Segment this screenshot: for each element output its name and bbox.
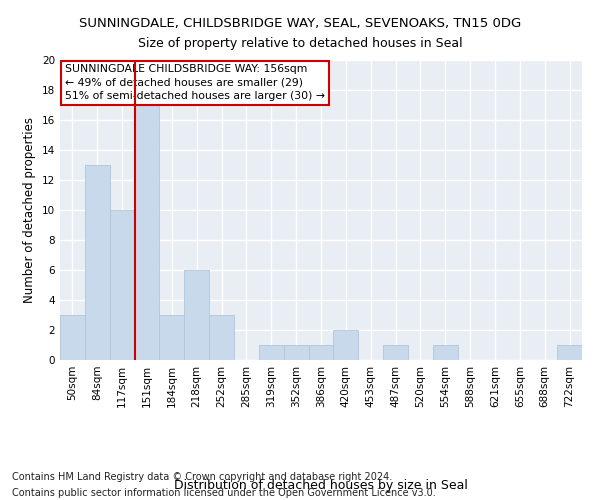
Bar bbox=[308, 345, 334, 360]
Y-axis label: Number of detached properties: Number of detached properties bbox=[23, 117, 37, 303]
Bar bbox=[110, 210, 134, 360]
Bar bbox=[134, 105, 160, 360]
Bar bbox=[160, 315, 184, 360]
Bar bbox=[383, 345, 408, 360]
Text: Size of property relative to detached houses in Seal: Size of property relative to detached ho… bbox=[137, 38, 463, 51]
Text: Contains HM Land Registry data © Crown copyright and database right 2024.: Contains HM Land Registry data © Crown c… bbox=[12, 472, 392, 482]
Text: Contains public sector information licensed under the Open Government Licence v3: Contains public sector information licen… bbox=[12, 488, 436, 498]
Text: SUNNINGDALE CHILDSBRIDGE WAY: 156sqm
← 49% of detached houses are smaller (29)
5: SUNNINGDALE CHILDSBRIDGE WAY: 156sqm ← 4… bbox=[65, 64, 325, 101]
Bar bbox=[334, 330, 358, 360]
Bar bbox=[85, 165, 110, 360]
Bar bbox=[60, 315, 85, 360]
Bar bbox=[259, 345, 284, 360]
Bar bbox=[209, 315, 234, 360]
Text: SUNNINGDALE, CHILDSBRIDGE WAY, SEAL, SEVENOAKS, TN15 0DG: SUNNINGDALE, CHILDSBRIDGE WAY, SEAL, SEV… bbox=[79, 18, 521, 30]
X-axis label: Distribution of detached houses by size in Seal: Distribution of detached houses by size … bbox=[174, 479, 468, 492]
Bar bbox=[284, 345, 308, 360]
Bar bbox=[184, 270, 209, 360]
Bar bbox=[557, 345, 582, 360]
Bar bbox=[433, 345, 458, 360]
